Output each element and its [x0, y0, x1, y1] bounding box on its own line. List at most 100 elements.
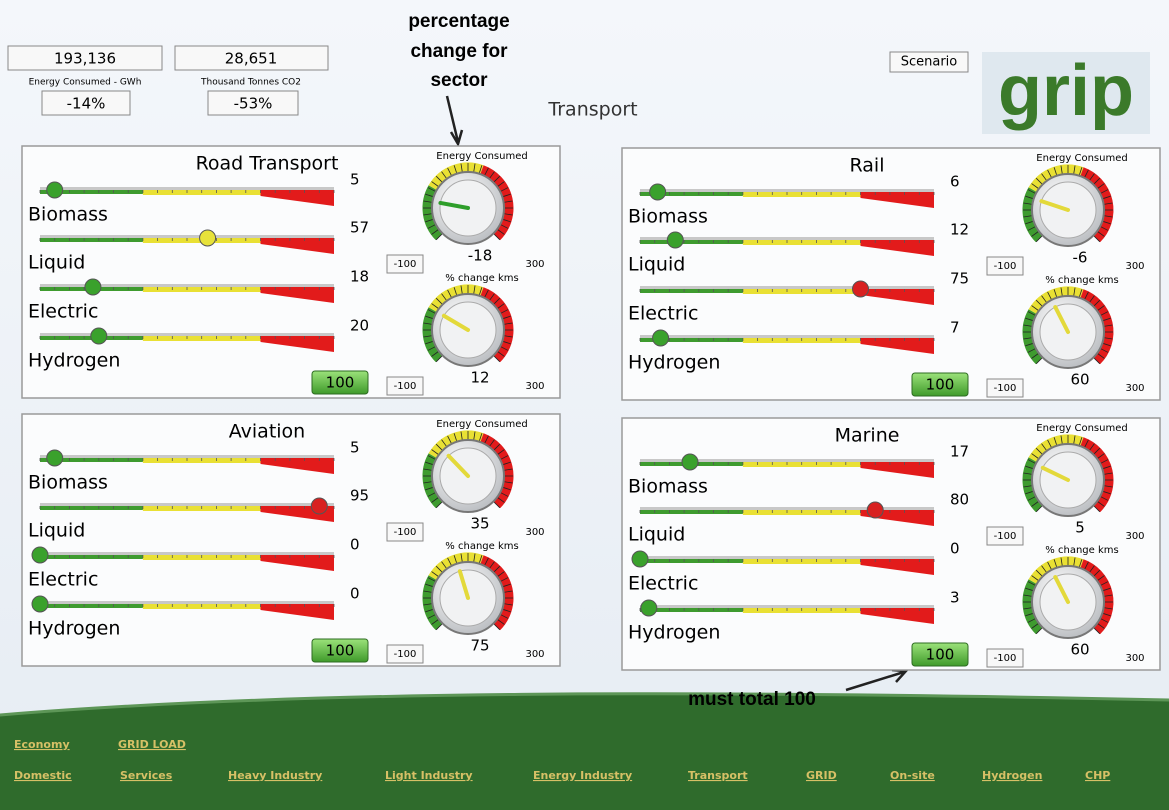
slider-zone — [40, 604, 143, 608]
annotation: sector — [430, 70, 488, 91]
slider-knob[interactable] — [200, 230, 216, 246]
gauge-max: 300 — [525, 527, 544, 538]
co2-label: Thousand Tonnes CO2 — [200, 78, 301, 88]
gauge-max: 300 — [1125, 653, 1144, 664]
nav-link[interactable]: Light Industry — [385, 769, 473, 782]
slider-value: 12 — [950, 221, 969, 239]
nav-link[interactable]: GRID LOAD — [118, 738, 186, 751]
nav-link[interactable]: Transport — [688, 769, 748, 782]
slider-knob[interactable] — [667, 232, 683, 248]
gauge-min: -100 — [994, 531, 1017, 542]
annotation: percentage — [408, 11, 509, 32]
slider-zone — [640, 289, 743, 293]
gauge-value: 35 — [470, 515, 489, 533]
slider-value: 18 — [350, 268, 369, 286]
slider-knob[interactable] — [85, 279, 101, 295]
slider-knob[interactable] — [32, 547, 48, 563]
annotation: change for — [410, 41, 508, 62]
gauge-value: 60 — [1070, 371, 1089, 389]
gauge-max: 300 — [525, 649, 544, 660]
slider-value: 0 — [350, 585, 360, 603]
slider-zone — [640, 559, 743, 563]
slider-zone — [640, 510, 743, 514]
footer — [0, 694, 1169, 810]
slider-value: 57 — [350, 219, 369, 237]
page-title: Transport — [547, 99, 637, 121]
slider-value: 75 — [950, 270, 969, 288]
slider-knob[interactable] — [682, 454, 698, 470]
nav-link[interactable]: On-site — [890, 769, 935, 782]
gauge-label: % change kms — [1045, 275, 1118, 286]
slider-label: Hydrogen — [28, 350, 120, 372]
slider-knob[interactable] — [47, 450, 63, 466]
energy-label: Energy Consumed - GWh — [29, 78, 142, 88]
scenario-label[interactable]: Scenario — [901, 55, 958, 70]
gauge-label: Energy Consumed — [1036, 153, 1127, 164]
gauge-min: -100 — [994, 261, 1017, 272]
gauge-max: 300 — [1125, 531, 1144, 542]
slider-label: Liquid — [628, 524, 685, 546]
gauge-value: 12 — [470, 369, 489, 387]
slider-label: Hydrogen — [28, 618, 120, 640]
gauge-max: 300 — [1125, 261, 1144, 272]
screen: 193,136 Energy Consumed - GWh -14% 28,65… — [0, 0, 1169, 810]
nav-link[interactable]: Domestic — [14, 769, 72, 782]
slider-label: Electric — [28, 301, 98, 323]
gauge-min: -100 — [994, 653, 1017, 664]
gauge-value: -6 — [1073, 249, 1088, 267]
slider-label: Biomass — [28, 204, 108, 226]
gauge-max: 300 — [525, 381, 544, 392]
slider-knob[interactable] — [853, 281, 869, 297]
slider-value: 5 — [350, 171, 360, 189]
gauge-label: Energy Consumed — [436, 419, 527, 430]
slider-value: 3 — [950, 589, 960, 607]
slider-value: 20 — [350, 317, 369, 335]
total-value: 100 — [326, 374, 355, 392]
logo: grip — [998, 51, 1134, 131]
slider-knob[interactable] — [867, 502, 883, 518]
slider-knob[interactable] — [311, 498, 327, 514]
energy-change: -14% — [67, 95, 106, 113]
nav-link[interactable]: CHP — [1085, 769, 1110, 782]
nav-link[interactable]: GRID — [806, 769, 837, 782]
gauge-value: 60 — [1070, 641, 1089, 659]
gauge-label: % change kms — [1045, 545, 1118, 556]
gauge-min: -100 — [394, 259, 417, 270]
nav-link[interactable]: Heavy Industry — [228, 769, 322, 782]
gauge-min: -100 — [394, 649, 417, 660]
annotation: must total 100 — [688, 689, 816, 710]
slider-label: Biomass — [628, 206, 708, 228]
slider-knob[interactable] — [653, 330, 669, 346]
slider-knob[interactable] — [91, 328, 107, 344]
nav-link[interactable]: Energy Industry — [533, 769, 632, 782]
nav-link[interactable]: Services — [120, 769, 173, 782]
slider-knob[interactable] — [47, 182, 63, 198]
gauge-min: -100 — [394, 381, 417, 392]
slider-zone — [640, 240, 743, 244]
slider-zone — [40, 238, 143, 242]
slider-value: 6 — [950, 173, 960, 191]
nav-link[interactable]: Hydrogen — [982, 769, 1042, 782]
slider-label: Liquid — [28, 520, 85, 542]
slider-knob[interactable] — [650, 184, 666, 200]
slider-label: Liquid — [28, 252, 85, 274]
slider-knob[interactable] — [632, 551, 648, 567]
panel-title: Rail — [850, 155, 885, 177]
slider-value: 5 — [350, 439, 360, 457]
slider-knob[interactable] — [32, 596, 48, 612]
slider-knob[interactable] — [641, 600, 657, 616]
panel-title: Road Transport — [196, 153, 339, 175]
slider-label: Hydrogen — [628, 622, 720, 644]
gauge-value: 75 — [470, 637, 489, 655]
gauge-value: 5 — [1075, 519, 1085, 537]
total-value: 100 — [326, 642, 355, 660]
gauge-value: -18 — [468, 247, 493, 265]
slider-zone — [40, 506, 143, 510]
panel-title: Aviation — [229, 421, 305, 443]
slider-value: 17 — [950, 443, 969, 461]
slider-label: Biomass — [628, 476, 708, 498]
nav-link[interactable]: Economy — [14, 738, 70, 751]
co2-value: 28,651 — [225, 50, 278, 68]
slider-label: Electric — [28, 569, 98, 591]
co2-change: -53% — [234, 95, 273, 113]
